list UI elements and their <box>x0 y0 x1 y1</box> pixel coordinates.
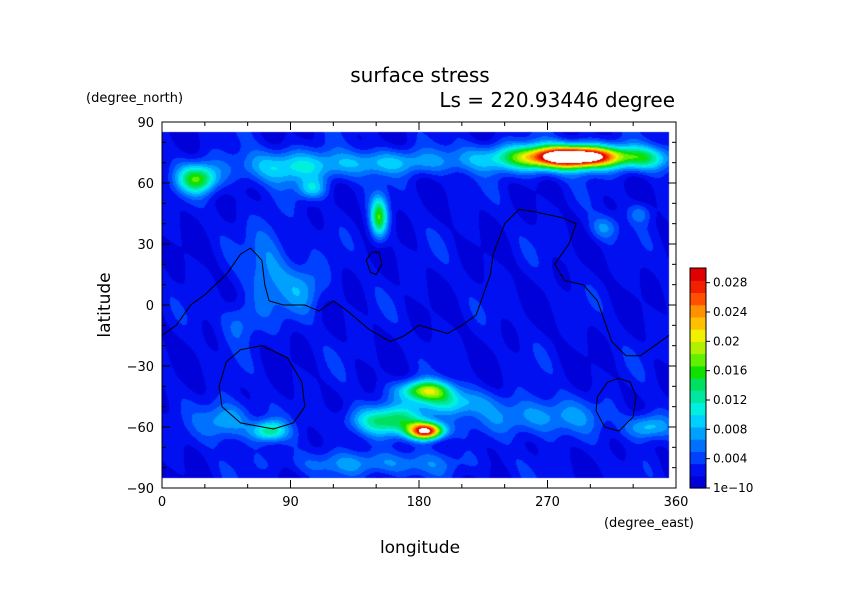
colorbar-tick-label: 0.012 <box>713 393 747 407</box>
chart-title: surface stress <box>350 63 489 87</box>
colorbar-frame <box>689 267 707 489</box>
colorbar-segment <box>690 475 706 489</box>
contour-small-north-ring <box>365 251 383 276</box>
colorbar-tick-label: 0.016 <box>713 364 747 378</box>
y-tick-label: 60 <box>137 177 154 192</box>
colorbar-tick-label: 0.02 <box>713 334 740 348</box>
chart-subtitle: Ls = 220.93446 degree <box>439 88 675 112</box>
colorbar-segment <box>690 341 706 355</box>
colorbar-segment <box>690 402 706 416</box>
colorbar-segment <box>690 414 706 428</box>
colorbar-segment <box>690 304 706 318</box>
y-tick-label: −30 <box>127 360 154 375</box>
colorbar-segment <box>690 280 706 294</box>
x-tick-label: 270 <box>535 495 560 510</box>
y-tick-label: 90 <box>137 116 154 131</box>
colorbar-tick-label: 0.024 <box>713 305 747 319</box>
x-unit-label: (degree_east) <box>604 516 694 531</box>
colorbar-segment <box>690 292 706 306</box>
colorbar-tick-label: 0.028 <box>713 276 747 290</box>
colorbar-segment <box>690 378 706 391</box>
colorbar-tick-label: 0.004 <box>713 452 747 466</box>
colorbar-segment <box>690 268 706 281</box>
colorbar-tick-label: 1e−10 <box>713 481 753 495</box>
colorbar-segment <box>690 365 706 379</box>
colorbar-segment <box>690 329 706 342</box>
y-tick-label: −90 <box>127 482 154 497</box>
colorbar-segment <box>690 316 706 330</box>
colorbar-segment <box>690 353 706 367</box>
x-tick-label: 360 <box>664 495 689 510</box>
y-axis-label: latitude <box>95 272 115 337</box>
chart-title-group: surface stress Ls = 220.93446 degree <box>350 63 675 112</box>
y-tick-label: 0 <box>146 299 154 314</box>
x-ticks: 0 90 180 270 360 <box>158 122 689 510</box>
colorbar-segment <box>690 439 706 452</box>
contour-continent-outline <box>162 208 670 357</box>
x-tick-label: 0 <box>158 495 166 510</box>
y-ticks: −90 −60 −30 0 30 60 90 <box>127 116 676 497</box>
colorbar: 1e−10 0.004 0.008 0.012 0.016 0.02 0.024 0.028 <box>689 267 753 495</box>
colorbar-segment <box>690 390 706 404</box>
y-unit-label: (degree_north) <box>86 91 183 106</box>
x-tick-label: 90 <box>282 495 299 510</box>
contour-south-west-crater <box>218 345 306 430</box>
colorbar-segment <box>690 463 706 477</box>
x-tick-label: 180 <box>407 495 432 510</box>
colorbar-tick-label: 0.008 <box>713 422 747 436</box>
topography-contours <box>162 208 670 432</box>
colorbar-segment <box>690 426 706 440</box>
x-axis-label: longitude <box>380 538 460 558</box>
contour-south-east-crater <box>595 377 637 432</box>
plot-area: 0 90 180 270 360 −90 −60 −30 0 30 60 90 <box>127 116 689 510</box>
y-tick-label: −60 <box>127 421 154 436</box>
heatmap-field <box>162 122 676 488</box>
y-tick-label: 30 <box>137 238 154 253</box>
colorbar-segment <box>690 451 706 465</box>
